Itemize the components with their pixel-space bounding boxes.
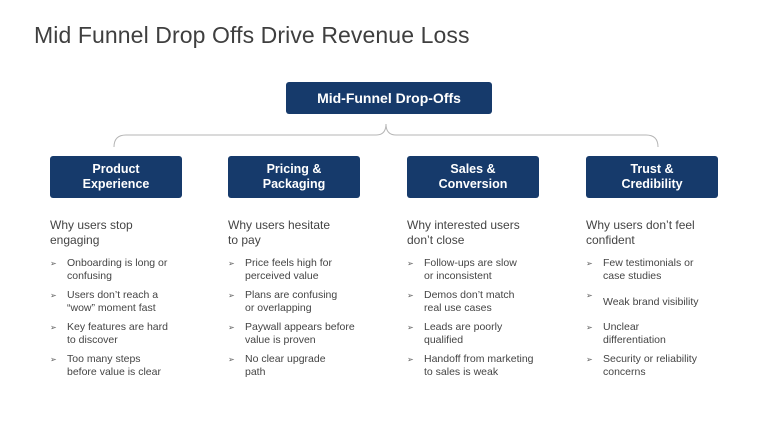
list-item: ➢ Key features are hard to discover (50, 321, 190, 347)
item-text: Security or reliability concerns (603, 353, 697, 378)
list-item: ➢ Follow-ups are slow or inconsistent (407, 257, 547, 283)
column-sales-conversion: Sales & Conversion Why interested users … (407, 156, 547, 385)
root-node-label: Mid-Funnel Drop-Offs (317, 90, 461, 106)
column-header-box: Trust & Credibility (586, 156, 718, 198)
item-text: No clear upgrade path (245, 353, 326, 378)
item-text: Few testimonials or case studies (603, 257, 694, 282)
item-text: Users don’t reach a “wow” moment fast (67, 289, 159, 314)
arrow-bullet-icon: ➢ (50, 291, 57, 300)
item-text: Too many steps before value is clear (67, 353, 161, 378)
connector-brace (113, 123, 659, 148)
column-header-box: Product Experience (50, 156, 182, 198)
column-subtitle: Why users stop engaging (50, 218, 133, 247)
column-header-box: Sales & Conversion (407, 156, 539, 198)
arrow-bullet-icon: ➢ (50, 259, 57, 268)
item-text: Leads are poorly qualified (424, 321, 503, 346)
item-text: Price feels high for perceived value (245, 257, 332, 282)
item-text: Onboarding is long or confusing (67, 257, 168, 282)
list-item: ➢ Unclear differentiation (586, 321, 726, 347)
list-item: ➢ Demos don’t match real use cases (407, 289, 547, 315)
item-text: Follow-ups are slow or inconsistent (424, 257, 517, 282)
arrow-bullet-icon: ➢ (407, 291, 414, 300)
column-subtitle: Why users hesitate to pay (228, 218, 331, 247)
arrow-bullet-icon: ➢ (228, 259, 235, 268)
arrow-bullet-icon: ➢ (407, 323, 414, 332)
item-text: Weak brand visibility (603, 295, 699, 308)
item-text: Key features are hard to discover (67, 321, 168, 346)
list-item: ➢ Onboarding is long or confusing (50, 257, 190, 283)
arrow-bullet-icon: ➢ (50, 355, 57, 364)
column-header-label: Pricing & Packaging (262, 162, 326, 191)
column-header-label: Product Experience (82, 162, 150, 191)
list-item: ➢ Few testimonials or case studies (586, 257, 726, 283)
list-item: ➢ No clear upgrade path (228, 353, 368, 379)
column-trust-credibility: Trust & Credibility Why users don’t feel… (586, 156, 726, 385)
arrow-bullet-icon: ➢ (228, 323, 235, 332)
item-text: Unclear differentiation (603, 321, 666, 346)
list-item: ➢ Paywall appears before value is proven (228, 321, 368, 347)
item-text: Paywall appears before value is proven (245, 321, 355, 346)
list-item: ➢ Price feels high for perceived value (228, 257, 368, 283)
list-item: ➢ Users don’t reach a “wow” moment fast (50, 289, 190, 315)
item-text: Demos don’t match real use cases (424, 289, 515, 314)
list-item: ➢ Plans are confusing or overlapping (228, 289, 368, 315)
arrow-bullet-icon: ➢ (586, 355, 593, 364)
column-header-label: Trust & Credibility (621, 162, 683, 191)
arrow-bullet-icon: ➢ (228, 291, 235, 300)
root-node-box: Mid-Funnel Drop-Offs (286, 82, 492, 114)
arrow-bullet-icon: ➢ (586, 323, 593, 332)
arrow-bullet-icon: ➢ (50, 323, 57, 332)
list-item: ➢ Security or reliability concerns (586, 353, 726, 379)
column-subtitle: Why users don’t feel confident (586, 218, 695, 247)
item-text: Plans are confusing or overlapping (245, 289, 338, 314)
item-list: ➢ Few testimonials or case studies ➢ Weak … (586, 257, 726, 379)
arrow-bullet-icon: ➢ (228, 355, 235, 364)
list-item: ➢ Too many steps before value is clear (50, 353, 190, 379)
arrow-bullet-icon: ➢ (586, 291, 593, 300)
arrow-bullet-icon: ➢ (407, 259, 414, 268)
column-header-box: Pricing & Packaging (228, 156, 360, 198)
column-product-experience: Product Experience Why users stop engagi… (50, 156, 190, 385)
list-item: ➢ Weak brand visibility (586, 289, 726, 315)
column-subtitle: Why interested users don’t close (407, 218, 520, 247)
brace-path (113, 123, 659, 148)
page-title: Mid Funnel Drop Offs Drive Revenue Loss (34, 22, 470, 48)
arrow-bullet-icon: ➢ (407, 355, 414, 364)
arrow-bullet-icon: ➢ (586, 259, 593, 268)
list-item: ➢ Handoff from marketing to sales is weak (407, 353, 547, 379)
column-header-label: Sales & Conversion (438, 162, 508, 191)
column-pricing-packaging: Pricing & Packaging Why users hesitate t… (228, 156, 368, 385)
item-list: ➢ Onboarding is long or confusing ➢ Users … (50, 257, 190, 379)
item-list: ➢ Follow-ups are slow or inconsistent ➢ De… (407, 257, 547, 379)
list-item: ➢ Leads are poorly qualified (407, 321, 547, 347)
item-text: Handoff from marketing to sales is weak (424, 353, 534, 378)
item-list: ➢ Price feels high for perceived value ➢ P… (228, 257, 368, 379)
